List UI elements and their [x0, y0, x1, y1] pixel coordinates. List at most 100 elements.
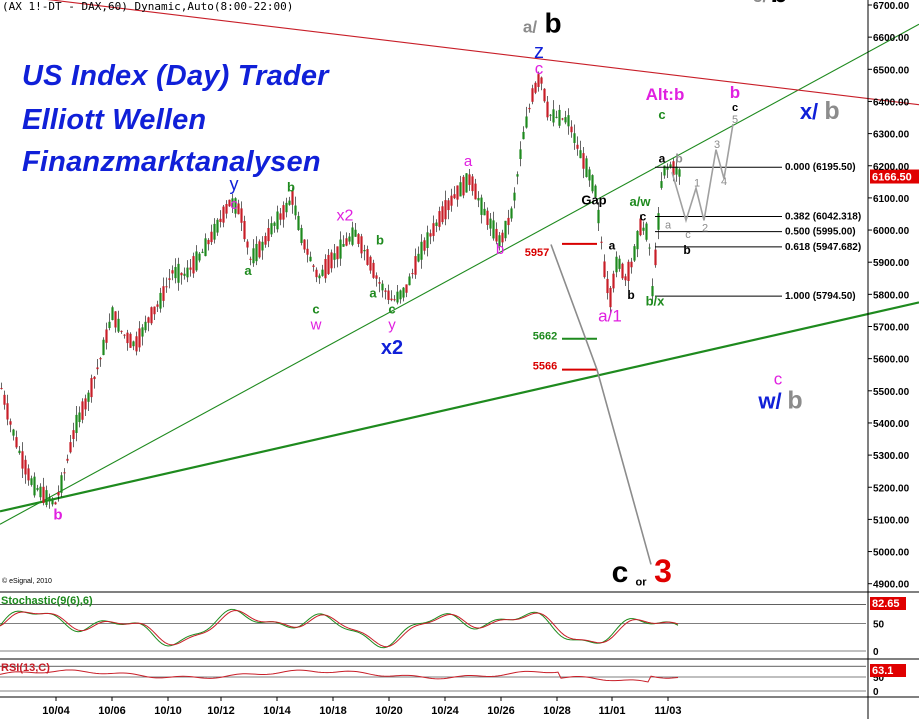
candle-body [306, 248, 309, 255]
candle-body [312, 265, 315, 267]
trend-line [0, 23, 919, 525]
candle-body [198, 253, 201, 261]
candle-body [420, 241, 423, 260]
wave-label: b [287, 179, 295, 194]
chart-header: (AX 1!-DT - DAX,60) Dynamic,Auto(8:00-22… [2, 0, 294, 13]
candle-body [252, 248, 255, 264]
candle-body [621, 263, 624, 279]
trend-lines [0, 0, 919, 525]
fib-level-label: 1.000 (5794.50) [785, 291, 856, 302]
time-tick-label: 10/14 [263, 705, 291, 717]
wave-label: y [230, 174, 239, 194]
candle-body [480, 197, 483, 215]
candle-body [267, 227, 270, 242]
wave-label: c [640, 209, 647, 223]
candle-body [117, 318, 120, 332]
candle-body [207, 239, 210, 245]
brand-line-2: Elliott Wellen [22, 104, 207, 136]
candle-body [309, 256, 312, 262]
candle-body [438, 211, 441, 227]
candle-body [597, 209, 600, 224]
time-tick-label: 11/03 [655, 705, 682, 717]
wave-label: b [787, 386, 802, 414]
time-tick-label: 10/20 [375, 705, 403, 717]
candle-body [273, 222, 276, 226]
candle-body [48, 497, 51, 502]
price-tick-label: 6100.00 [873, 194, 910, 205]
wave-label: c/ [752, 0, 767, 6]
candle-body [213, 223, 216, 240]
candle-body [327, 254, 330, 275]
candle-body [240, 208, 243, 223]
panel-tick: 0 [873, 647, 879, 658]
candle-body [357, 234, 360, 244]
candle-body [444, 200, 447, 220]
time-tick-label: 10/24 [431, 705, 459, 717]
wave-label: a/1 [598, 307, 622, 326]
candle-body [210, 231, 213, 243]
candle-body [492, 220, 495, 239]
candle-body [234, 198, 237, 214]
indicator-value: 82.65 [872, 598, 900, 610]
wave-label: c [612, 556, 629, 589]
candle-body [300, 228, 303, 244]
candle-body [624, 276, 627, 281]
candle-body [72, 430, 75, 440]
candle-body [669, 164, 672, 168]
stochastic-k-line [0, 608, 679, 649]
candle-body [171, 270, 174, 274]
candle-body [303, 239, 306, 250]
time-tick-label: 10/04 [42, 705, 70, 717]
candle-body [147, 317, 150, 323]
panel-tick: 0 [873, 687, 879, 698]
wave-label: Alt:b [646, 85, 685, 104]
candle-body [57, 491, 60, 496]
candle-body [162, 286, 165, 301]
candle-body [516, 174, 519, 177]
wave-label: 3 [714, 139, 720, 151]
price-tick-label: 6500.00 [873, 65, 910, 76]
candle-body [573, 133, 576, 143]
time-tick-label: 10/26 [487, 705, 515, 717]
candle-body [588, 169, 591, 181]
wave-label: a [369, 286, 377, 301]
candle-body [18, 450, 21, 454]
candle-body [51, 498, 54, 505]
candle-body [102, 339, 105, 356]
candlestick-series [0, 71, 681, 509]
candle-body [657, 213, 660, 230]
candle-body [360, 236, 363, 254]
candle-body [288, 200, 291, 205]
candle-body [33, 476, 36, 496]
price-tick-label: 6400.00 [873, 97, 910, 108]
candle-body [507, 217, 510, 226]
candle-body [165, 286, 168, 288]
candle-body [552, 109, 555, 123]
wave-label: b [730, 83, 740, 102]
candle-body [606, 278, 609, 294]
projection-path [550, 244, 652, 565]
candle-body [384, 290, 387, 292]
wave-label: 5566 [533, 361, 557, 373]
candle-body [99, 358, 102, 360]
trend-line [0, 301, 919, 513]
candle-body [135, 336, 138, 352]
candle-body [642, 227, 645, 231]
candle-body [144, 321, 147, 331]
candle-body [468, 174, 471, 185]
price-tick-label: 5100.00 [873, 515, 910, 526]
time-tick-label: 10/06 [98, 705, 126, 717]
candle-body [366, 249, 369, 265]
candle-body [519, 149, 522, 160]
candle-body [105, 329, 108, 343]
brand-line-3: Finanzmarktanalysen [22, 146, 321, 178]
wave-label: Alt:b [486, 0, 534, 5]
wave-label: c [658, 107, 665, 122]
indicator-name: RSI(13,C) [1, 662, 50, 674]
wave-label: c [774, 369, 783, 388]
candle-body [504, 220, 507, 239]
candle-body [324, 258, 327, 279]
candle-body [231, 198, 234, 208]
candle-body [570, 126, 573, 133]
candle-body [66, 458, 69, 461]
